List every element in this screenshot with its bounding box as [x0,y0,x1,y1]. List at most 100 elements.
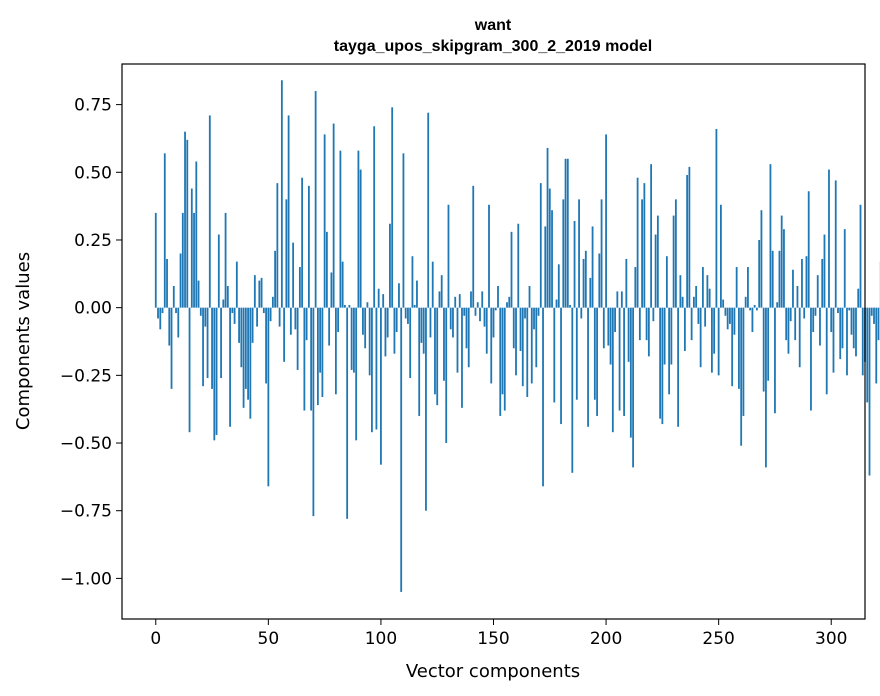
plot-frame [121,63,866,620]
bar-component-155 [503,307,506,411]
y-tick-label: −0.50 [60,434,112,454]
x-axis-ticks: 0 50 100 150 200 250 300 [150,619,847,649]
bar-component-285 [796,286,799,308]
bar-component-97 [373,126,376,308]
bar-component-226 [663,307,666,365]
bar-component-164 [524,307,526,319]
bar-component-185 [571,307,574,473]
bar-component-259 [738,307,740,389]
bar-component-106 [393,307,396,354]
bar-component-46 [258,280,261,308]
bar-component-168 [533,307,535,330]
x-axis-label: Vector components [406,661,580,682]
bar-component-6 [168,307,171,346]
bar-component-294 [816,275,819,308]
bar-component-31 [224,212,227,308]
bar-component-69 [310,307,313,411]
bar-component-180 [560,307,562,425]
bar-component-93 [364,307,367,349]
bar-component-158 [510,231,513,308]
bar-component-232 [677,307,680,427]
bar-component-125 [436,307,439,406]
bar-component-88 [353,307,355,373]
bar-component-251 [720,204,722,308]
bar-component-66 [303,307,306,411]
bar-component-65 [301,177,304,308]
bar-component-87 [350,307,353,370]
bar-component-140 [470,291,472,308]
bar-component-198 [600,199,603,308]
bar-component-102 [384,307,387,357]
bar-component-124 [434,307,436,395]
x-tick-label: 250 [702,629,734,649]
bar-component-231 [674,199,677,308]
bar-component-127 [440,275,443,308]
bar-component-105 [391,107,394,308]
bar-component-265 [751,307,754,333]
bar-component-179 [557,264,560,308]
bar-component-37 [238,307,240,343]
bar-component-14 [186,139,189,308]
bar-component-123 [431,261,434,308]
bar-component-47 [260,277,263,308]
bar-component-148 [488,204,490,308]
bar-component-121 [427,112,430,308]
bar-component-50 [267,307,270,487]
bar-component-137 [463,307,466,316]
bar-component-134 [456,307,459,373]
bar-component-298 [825,307,828,395]
bar-component-254 [726,307,729,330]
bar-component-119 [422,307,425,354]
bar-component-182 [564,158,567,308]
bar-component-77 [328,307,331,346]
bar-component-40 [244,307,247,389]
bar-component-296 [821,258,824,308]
bar-component-11 [179,253,182,308]
bar-component-90 [357,150,360,308]
bar-component-189 [580,307,583,319]
bar-component-135 [458,294,461,308]
bar-component-64 [298,267,301,308]
bar-component-25 [211,307,213,389]
bar-component-205 [616,291,619,308]
bar-component-170 [537,307,540,316]
bar-component-17 [193,212,195,308]
bar-component-255 [729,307,731,324]
bar-component-178 [555,299,558,308]
bar-component-54 [276,183,279,308]
bar-component-208 [623,307,625,416]
bar-component-312 [857,288,860,308]
bar-component-306 [843,229,846,308]
bar-component-99 [377,288,380,308]
y-tick-label: 0.25 [74,231,112,251]
bar-component-199 [602,307,605,349]
bar-component-229 [670,307,673,365]
bar-component-292 [812,307,815,333]
bar-component-36 [235,261,238,308]
bar-component-143 [476,302,479,308]
chart-subtitle: tayga_upos_skipgram_300_2_2019 model [334,38,652,55]
bar-component-174 [546,147,549,308]
bar-component-75 [323,134,326,308]
bar-component-82 [339,150,342,308]
bar-component-184 [569,304,571,308]
bar-component-274 [771,250,774,308]
bar-component-108 [398,283,400,308]
bar-component-239 [692,296,695,308]
bar-component-19 [197,280,200,308]
bar-component-4 [163,153,166,308]
bar-component-314 [861,307,864,376]
bar-component-173 [544,226,547,308]
bar-component-209 [625,258,628,308]
bar-component-51 [269,307,272,322]
bar-component-224 [659,307,662,419]
bar-component-304 [839,307,842,360]
bar-component-260 [740,307,743,446]
bar-component-287 [801,258,803,308]
bar-component-225 [661,307,664,425]
bars-group [154,80,880,592]
bar-component-162 [519,307,522,351]
bar-component-72 [316,307,319,406]
bar-component-176 [551,210,553,308]
